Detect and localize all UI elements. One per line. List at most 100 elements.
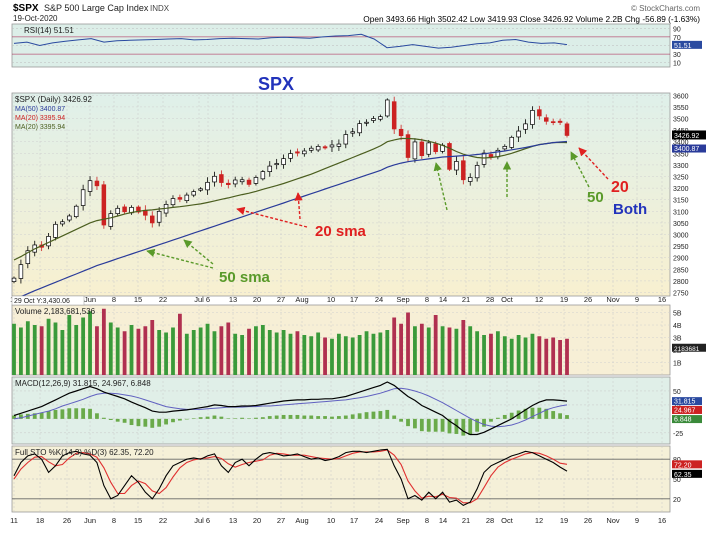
sto-d-current-box [672, 460, 702, 469]
macd-histogram-bar [247, 418, 251, 419]
macd-histogram-bar [46, 411, 51, 419]
volume-bar [108, 322, 113, 375]
volume-bar [509, 338, 514, 375]
candle-body [149, 215, 155, 224]
x-tick-label-top: Nov [606, 295, 620, 304]
macd-histogram-bar [95, 413, 99, 419]
volume-bar [330, 338, 334, 375]
volume-bar [288, 333, 293, 375]
volume-bar [205, 323, 210, 375]
macd-histogram-bar [53, 409, 58, 419]
exchange-label: INDX [150, 4, 170, 13]
candle-body [509, 136, 514, 148]
macd-histogram-bar [254, 417, 258, 419]
volume-bar [495, 331, 500, 375]
n20-arrow [578, 147, 609, 180]
price-tick-label: 3300 [673, 163, 689, 170]
volume-bar [191, 330, 196, 375]
candle-body [295, 151, 300, 154]
index-name: S&P 500 Large Cap Index [44, 3, 149, 13]
volume-bar [461, 320, 466, 375]
macd-histogram-bar [565, 415, 569, 419]
volume-bar [316, 332, 321, 375]
macd-histogram-bar [198, 417, 203, 419]
price-tick-label: 2850 [673, 267, 689, 274]
x-tick-label-bottom: Nov [606, 516, 620, 525]
volume-bar [53, 322, 58, 375]
macd-histogram-bar [371, 411, 376, 419]
rsi-label: RSI(14) 51.51 [24, 26, 74, 35]
macd-histogram-bar [281, 414, 286, 419]
macd-histogram-bar [122, 418, 127, 423]
volume-bar [67, 315, 72, 375]
candle-body [226, 182, 231, 185]
volume-bar [88, 311, 92, 375]
candle-body [557, 120, 563, 123]
x-tick-label-bottom: Jul [194, 516, 204, 525]
rsi-current-box [672, 40, 702, 49]
n50-arrow [570, 151, 590, 188]
chart-date: 19-Oct-2020 [13, 14, 58, 23]
sto-d-current-label: 72.20 [674, 462, 692, 469]
volume-current-box [672, 343, 706, 352]
date-marker-box [11, 295, 85, 306]
macd-histogram-bar [191, 418, 196, 419]
sma20-annotation: 20 sma [315, 223, 367, 240]
x-tick-label-top: 10 [327, 295, 335, 304]
rsi-current-label: 51.51 [674, 43, 692, 50]
macd-histogram-bar [143, 418, 148, 427]
volume-bar [274, 332, 279, 375]
macd-histogram-bar [475, 418, 480, 432]
candle-body [357, 123, 362, 134]
volume-bar [143, 326, 148, 375]
candle-body [205, 181, 210, 191]
candle-body [537, 109, 542, 117]
candle-body [87, 180, 93, 192]
macd-histogram-bar [260, 417, 265, 419]
candle-body [481, 152, 487, 165]
candle-body [212, 175, 217, 183]
macd-histogram-bar [426, 418, 431, 432]
volume-bar [482, 335, 486, 375]
volume-bars [12, 308, 569, 375]
x-tick-label-top: 9 [635, 295, 639, 304]
rsi-tick-label: 90 [673, 26, 681, 33]
candle-body [364, 121, 369, 124]
candle-body [530, 110, 535, 125]
candle-body [219, 174, 224, 183]
price-legend-ma20a: MA(20) 3395.94 [15, 115, 65, 122]
macd-histogram-bar [413, 418, 417, 429]
macd-histogram-bar [101, 417, 106, 419]
candle-body [274, 163, 279, 166]
volume-bar [399, 323, 404, 375]
volume-bar [309, 336, 314, 375]
macd-histogram-bar [240, 417, 245, 419]
price-tick-label: 3100 [673, 209, 689, 216]
price-current-label: 3426.92 [674, 133, 699, 140]
price-tick-label: 2900 [673, 256, 689, 263]
volume-bar [489, 333, 493, 375]
candle-body [11, 277, 17, 282]
candle-body [177, 197, 183, 200]
x-tick-label-top: 21 [462, 295, 470, 304]
rsi-line [13, 33, 568, 49]
volume-bar [558, 340, 562, 375]
price-legend-ma20b: MA(20) 3395.94 [15, 124, 65, 131]
candle-body [108, 213, 114, 227]
price-panel [11, 92, 671, 297]
ma50-current-label: 3400.87 [674, 146, 699, 153]
price-legend-ma50: MA(50) 3400.87 [15, 106, 65, 113]
x-tick-label-top: 24 [375, 295, 383, 304]
macd-histogram-bar [39, 412, 44, 419]
volume-bar [523, 337, 528, 375]
x-tick-label-top: 28 [486, 295, 494, 304]
price-tick-label: 3050 [673, 221, 689, 228]
x-tick-label-bottom: 26 [584, 516, 592, 525]
macd-histogram-bar [489, 418, 493, 422]
macd-histogram-bar [509, 412, 514, 419]
macd-histogram-bar [295, 414, 300, 419]
volume-bar [19, 327, 23, 375]
macd-histogram-bar [88, 408, 92, 419]
